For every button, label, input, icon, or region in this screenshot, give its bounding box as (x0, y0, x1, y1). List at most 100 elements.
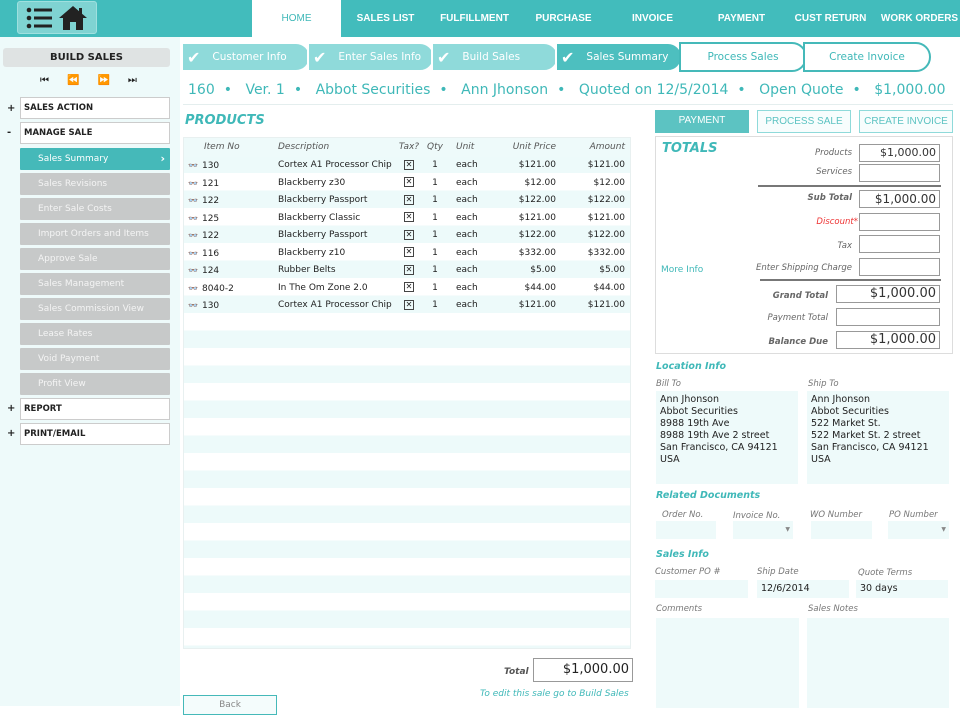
previous-record-icon[interactable]: ⏪ (67, 75, 80, 86)
comments-field[interactable] (656, 618, 799, 708)
menu-list-icon[interactable] (26, 7, 52, 29)
table-row[interactable]: 👓 8040-2 In The Om Zone 2.0 ✕ 1 each $44.… (184, 280, 630, 298)
sidebar-item-lease-rates[interactable]: Lease Rates (20, 323, 170, 345)
table-row[interactable]: 👓 130 Cortex A1 Processor Chip ✕ 1 each $… (184, 297, 630, 315)
sidebar-item-sales-management[interactable]: Sales Management (20, 273, 170, 295)
step-customer-info[interactable]: ✔ Customer Info (183, 42, 311, 72)
first-record-icon[interactable]: ⏮ (40, 75, 49, 86)
step-enter-sales-info[interactable]: ✔ Enter Sales Info (307, 42, 435, 72)
sidebar-item-sales-commission[interactable]: Sales Commission View (20, 298, 170, 320)
tax-field[interactable] (859, 235, 940, 253)
table-row[interactable]: 👓 124 Rubber Belts ✕ 1 each $5.00 $5.00 (184, 262, 630, 280)
ship-to-address[interactable]: Ann Jhonson Abbot Securities 522 Market St… (807, 391, 949, 484)
table-row[interactable]: 👓 122 Blackberry Passport ✕ 1 each $122.0… (184, 227, 630, 245)
binoculars-icon[interactable]: 👓 (188, 213, 198, 223)
bill-to-address[interactable]: Ann Jhonson Abbot Securities 8988 19th Ave… (656, 391, 798, 484)
sidebar-item-sales-summary[interactable]: Sales Summary › (20, 148, 170, 170)
more-info-link[interactable]: More Info (661, 265, 704, 275)
ship-date-field[interactable]: 12/6/2014 (757, 580, 849, 598)
tax-checkbox[interactable]: ✕ (404, 177, 414, 187)
sidebar-section-sales-action[interactable]: SALES ACTION (20, 97, 170, 119)
table-row[interactable]: 👓 122 Blackberry Passport ✕ 1 each $122.0… (184, 192, 630, 210)
po-number-dropdown[interactable]: ▼ (888, 521, 949, 539)
products-total-field[interactable]: $1,000.00 (859, 144, 940, 162)
expand-icon[interactable]: + (7, 403, 16, 414)
total-value: $1,000.00 (533, 658, 633, 682)
sidebar-section-report[interactable]: REPORT (20, 398, 170, 420)
wo-number-field[interactable] (811, 521, 872, 539)
home-logo[interactable] (17, 1, 97, 34)
binoculars-icon[interactable]: 👓 (188, 301, 198, 310)
sidebar-section-manage-sale[interactable]: MANAGE SALE (20, 122, 170, 144)
tax-checkbox[interactable]: ✕ (404, 282, 414, 292)
unit-cell: each (456, 177, 478, 188)
tax-checkbox[interactable]: ✕ (404, 159, 414, 170)
sidebar-item-void-payment[interactable]: Void Payment (20, 348, 170, 370)
invoice-no-dropdown[interactable]: ▼ (733, 521, 793, 539)
sidebar-item-enter-sale-costs[interactable]: Enter Sale Costs (20, 198, 170, 220)
item-no: 8040-2 (201, 283, 234, 294)
step-create-invoice[interactable]: Create Invoice (803, 42, 931, 72)
binoculars-icon[interactable]: 👓 (188, 266, 198, 275)
binoculars-icon[interactable]: 👓 (188, 196, 198, 205)
payment-button[interactable]: PAYMENT (655, 110, 749, 133)
nav-sales-list[interactable]: SALES LIST (356, 13, 415, 24)
table-row[interactable]: 👓 116 Blackberry z10 ✕ 1 each $332.00 $33… (184, 245, 630, 263)
tax-checkbox[interactable]: ✕ (404, 229, 414, 240)
step-sales-summary[interactable]: ✔ Sales Summary (555, 42, 683, 72)
tax-checkbox[interactable]: ✕ (404, 299, 414, 310)
customer-po-label: Customer PO # (655, 567, 721, 577)
item-no: 122 (201, 231, 220, 241)
nav-cust-return[interactable]: CUST RETURN (794, 13, 867, 24)
table-row[interactable]: 👓 125 Blackberry Classic ✕ 1 each $121.00… (184, 210, 630, 228)
services-field[interactable] (859, 164, 940, 182)
next-record-icon[interactable]: ⏩ (97, 75, 110, 86)
sales-notes-field[interactable] (807, 618, 949, 708)
step-process-sales[interactable]: Process Sales (679, 42, 807, 72)
last-record-icon[interactable]: ⏭ (127, 75, 137, 86)
back-button[interactable]: Back (183, 695, 277, 715)
nav-purchase[interactable]: PURCHASE (535, 13, 592, 24)
tax-checkbox[interactable]: ✕ (404, 264, 414, 275)
create-invoice-button[interactable]: CREATE INVOICE (859, 110, 953, 133)
table-row[interactable]: 👓 121 Blackberry z30 ✕ 1 each $12.00 $12.… (184, 175, 630, 193)
nav-payment[interactable]: PAYMENT (717, 13, 766, 24)
item-no-cell: 👓 122 (184, 192, 274, 210)
binoculars-icon[interactable]: 👓 (188, 248, 198, 258)
sidebar-item-approve-sale[interactable]: Approve Sale (20, 248, 170, 270)
process-sale-button[interactable]: PROCESS SALE (757, 110, 851, 133)
sidebar-item-profit-view[interactable]: Profit View (20, 373, 170, 395)
edit-sale-link[interactable]: To edit this sale go to Build Sales (480, 689, 629, 699)
sale-amount: $1,000.00 (874, 82, 946, 98)
binoculars-icon[interactable]: 👓 (188, 178, 198, 188)
tax-cell: ✕ (394, 297, 424, 315)
customer-po-field[interactable] (655, 580, 748, 598)
binoculars-icon[interactable]: 👓 (188, 161, 198, 170)
expand-icon[interactable]: + (7, 428, 16, 439)
tax-checkbox[interactable]: ✕ (404, 247, 414, 257)
sidebar-item-sales-revisions[interactable]: Sales Revisions (20, 173, 170, 195)
nav-work-orders[interactable]: WORK ORDERS (880, 13, 959, 24)
sidebar-section-print-email[interactable]: PRINT/EMAIL (20, 423, 170, 445)
nav-fulfillment[interactable]: FULFILLMENT (440, 13, 509, 24)
nav-home[interactable]: HOME (252, 0, 341, 37)
tax-checkbox[interactable]: ✕ (404, 194, 414, 205)
collapse-icon[interactable]: - (7, 127, 12, 138)
order-no-field[interactable] (656, 521, 716, 539)
quote-terms-field[interactable]: 30 days (856, 580, 948, 598)
step-build-sales[interactable]: ✔ Build Sales (431, 42, 559, 72)
nav-invoice[interactable]: INVOICE (631, 13, 674, 24)
expand-icon[interactable]: + (7, 103, 16, 114)
address-line: USA (660, 454, 680, 465)
tax-checkbox[interactable]: ✕ (404, 212, 414, 222)
description-cell: Cortex A1 Processor Chip (278, 160, 392, 170)
discount-field[interactable] (859, 213, 940, 231)
binoculars-icon[interactable]: 👓 (188, 283, 198, 293)
sidebar-item-import-orders[interactable]: Import Orders and Items (20, 223, 170, 245)
shipping-field[interactable] (859, 258, 940, 276)
binoculars-icon[interactable]: 👓 (188, 231, 198, 240)
home-icon[interactable] (58, 5, 88, 31)
address-line: 522 Market St. 2 street (811, 430, 921, 441)
amount-cell: $121.00 (587, 212, 625, 223)
table-row[interactable]: 👓 130 Cortex A1 Processor Chip ✕ 1 each $… (184, 157, 630, 175)
